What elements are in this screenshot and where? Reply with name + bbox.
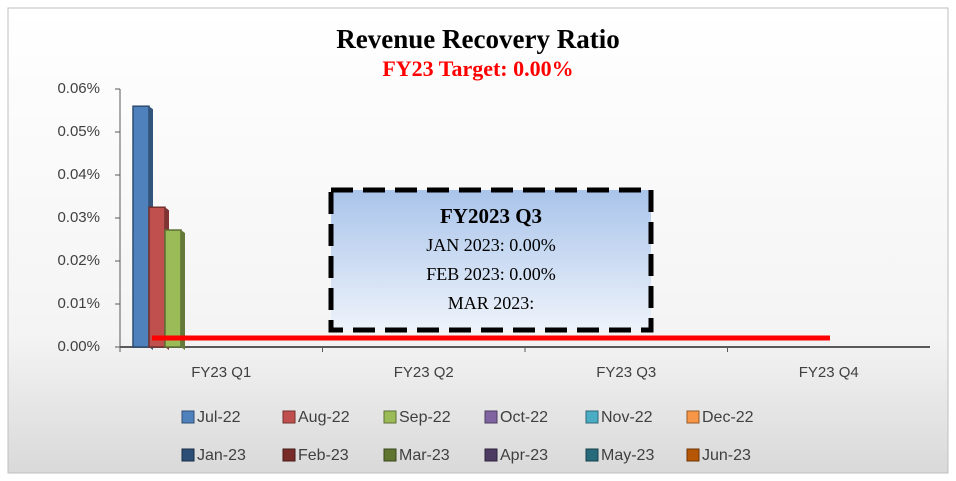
- x-tick-label: FY23 Q2: [394, 364, 454, 381]
- annotation-line: JAN 2023: 0.00%: [426, 235, 556, 255]
- annotation-line: FEB 2023: 0.00%: [426, 264, 556, 284]
- legend-swatch: [383, 410, 397, 424]
- legend-label: Feb-23: [298, 447, 349, 464]
- x-tick-label: FY23 Q3: [596, 364, 656, 381]
- legend-swatch: [181, 448, 195, 462]
- legend-swatch: [484, 448, 498, 462]
- legend-swatch: [282, 448, 296, 462]
- legend-label: May-23: [601, 447, 654, 464]
- legend-label: Jul-22: [197, 409, 241, 426]
- bar: [164, 229, 182, 348]
- legend-label: Apr-23: [500, 447, 548, 464]
- legend-label: Sep-22: [399, 409, 451, 426]
- chart-title: Revenue Recovery Ratio: [336, 24, 619, 54]
- legend-label: Jan-23: [197, 447, 246, 464]
- legend-label: Dec-22: [702, 409, 754, 426]
- legend-swatch: [686, 448, 700, 462]
- y-tick-label: 0.03%: [57, 209, 100, 226]
- y-tick-label: 0.01%: [57, 295, 100, 312]
- bar: [148, 206, 166, 348]
- x-tick-label: FY23 Q1: [191, 364, 251, 381]
- legend-label: Jun-23: [702, 447, 751, 464]
- y-tick-label: 0.02%: [57, 252, 100, 269]
- legend-label: Aug-22: [298, 409, 350, 426]
- annotation-line: MAR 2023:: [448, 293, 535, 313]
- legend-swatch: [181, 410, 195, 424]
- annotation-title: FY2023 Q3: [440, 204, 542, 228]
- y-tick-label: 0.04%: [57, 166, 100, 183]
- plot-area: 0.00% 0.01% 0.02% 0.03% 0.04% 0.05% 0.06% FY23 …: [57, 80, 937, 381]
- bar-side: [181, 230, 185, 350]
- y-tick-label: 0.06%: [57, 80, 100, 97]
- annotation-frame: [328, 187, 654, 333]
- bar: [132, 105, 150, 348]
- chart-subtitle: FY23 Target: 0.00%: [382, 56, 573, 81]
- legend-label: Nov-22: [601, 409, 653, 426]
- legend-swatch: [282, 410, 296, 424]
- legend-swatch: [585, 410, 599, 424]
- legend-swatch: [686, 410, 700, 424]
- y-tick-label: 0.00%: [57, 338, 100, 355]
- x-tick-label: FY23 Q4: [799, 364, 859, 381]
- y-tick-label: 0.05%: [57, 123, 100, 140]
- legend-label: Mar-23: [399, 447, 450, 464]
- legend-swatch: [484, 410, 498, 424]
- annotation-box: FY2023 Q3 JAN 2023: 0.00% FEB 2023: 0.00…: [328, 187, 654, 333]
- legend-label: Oct-22: [500, 409, 548, 426]
- legend-swatch: [585, 448, 599, 462]
- legend-swatch: [383, 448, 397, 462]
